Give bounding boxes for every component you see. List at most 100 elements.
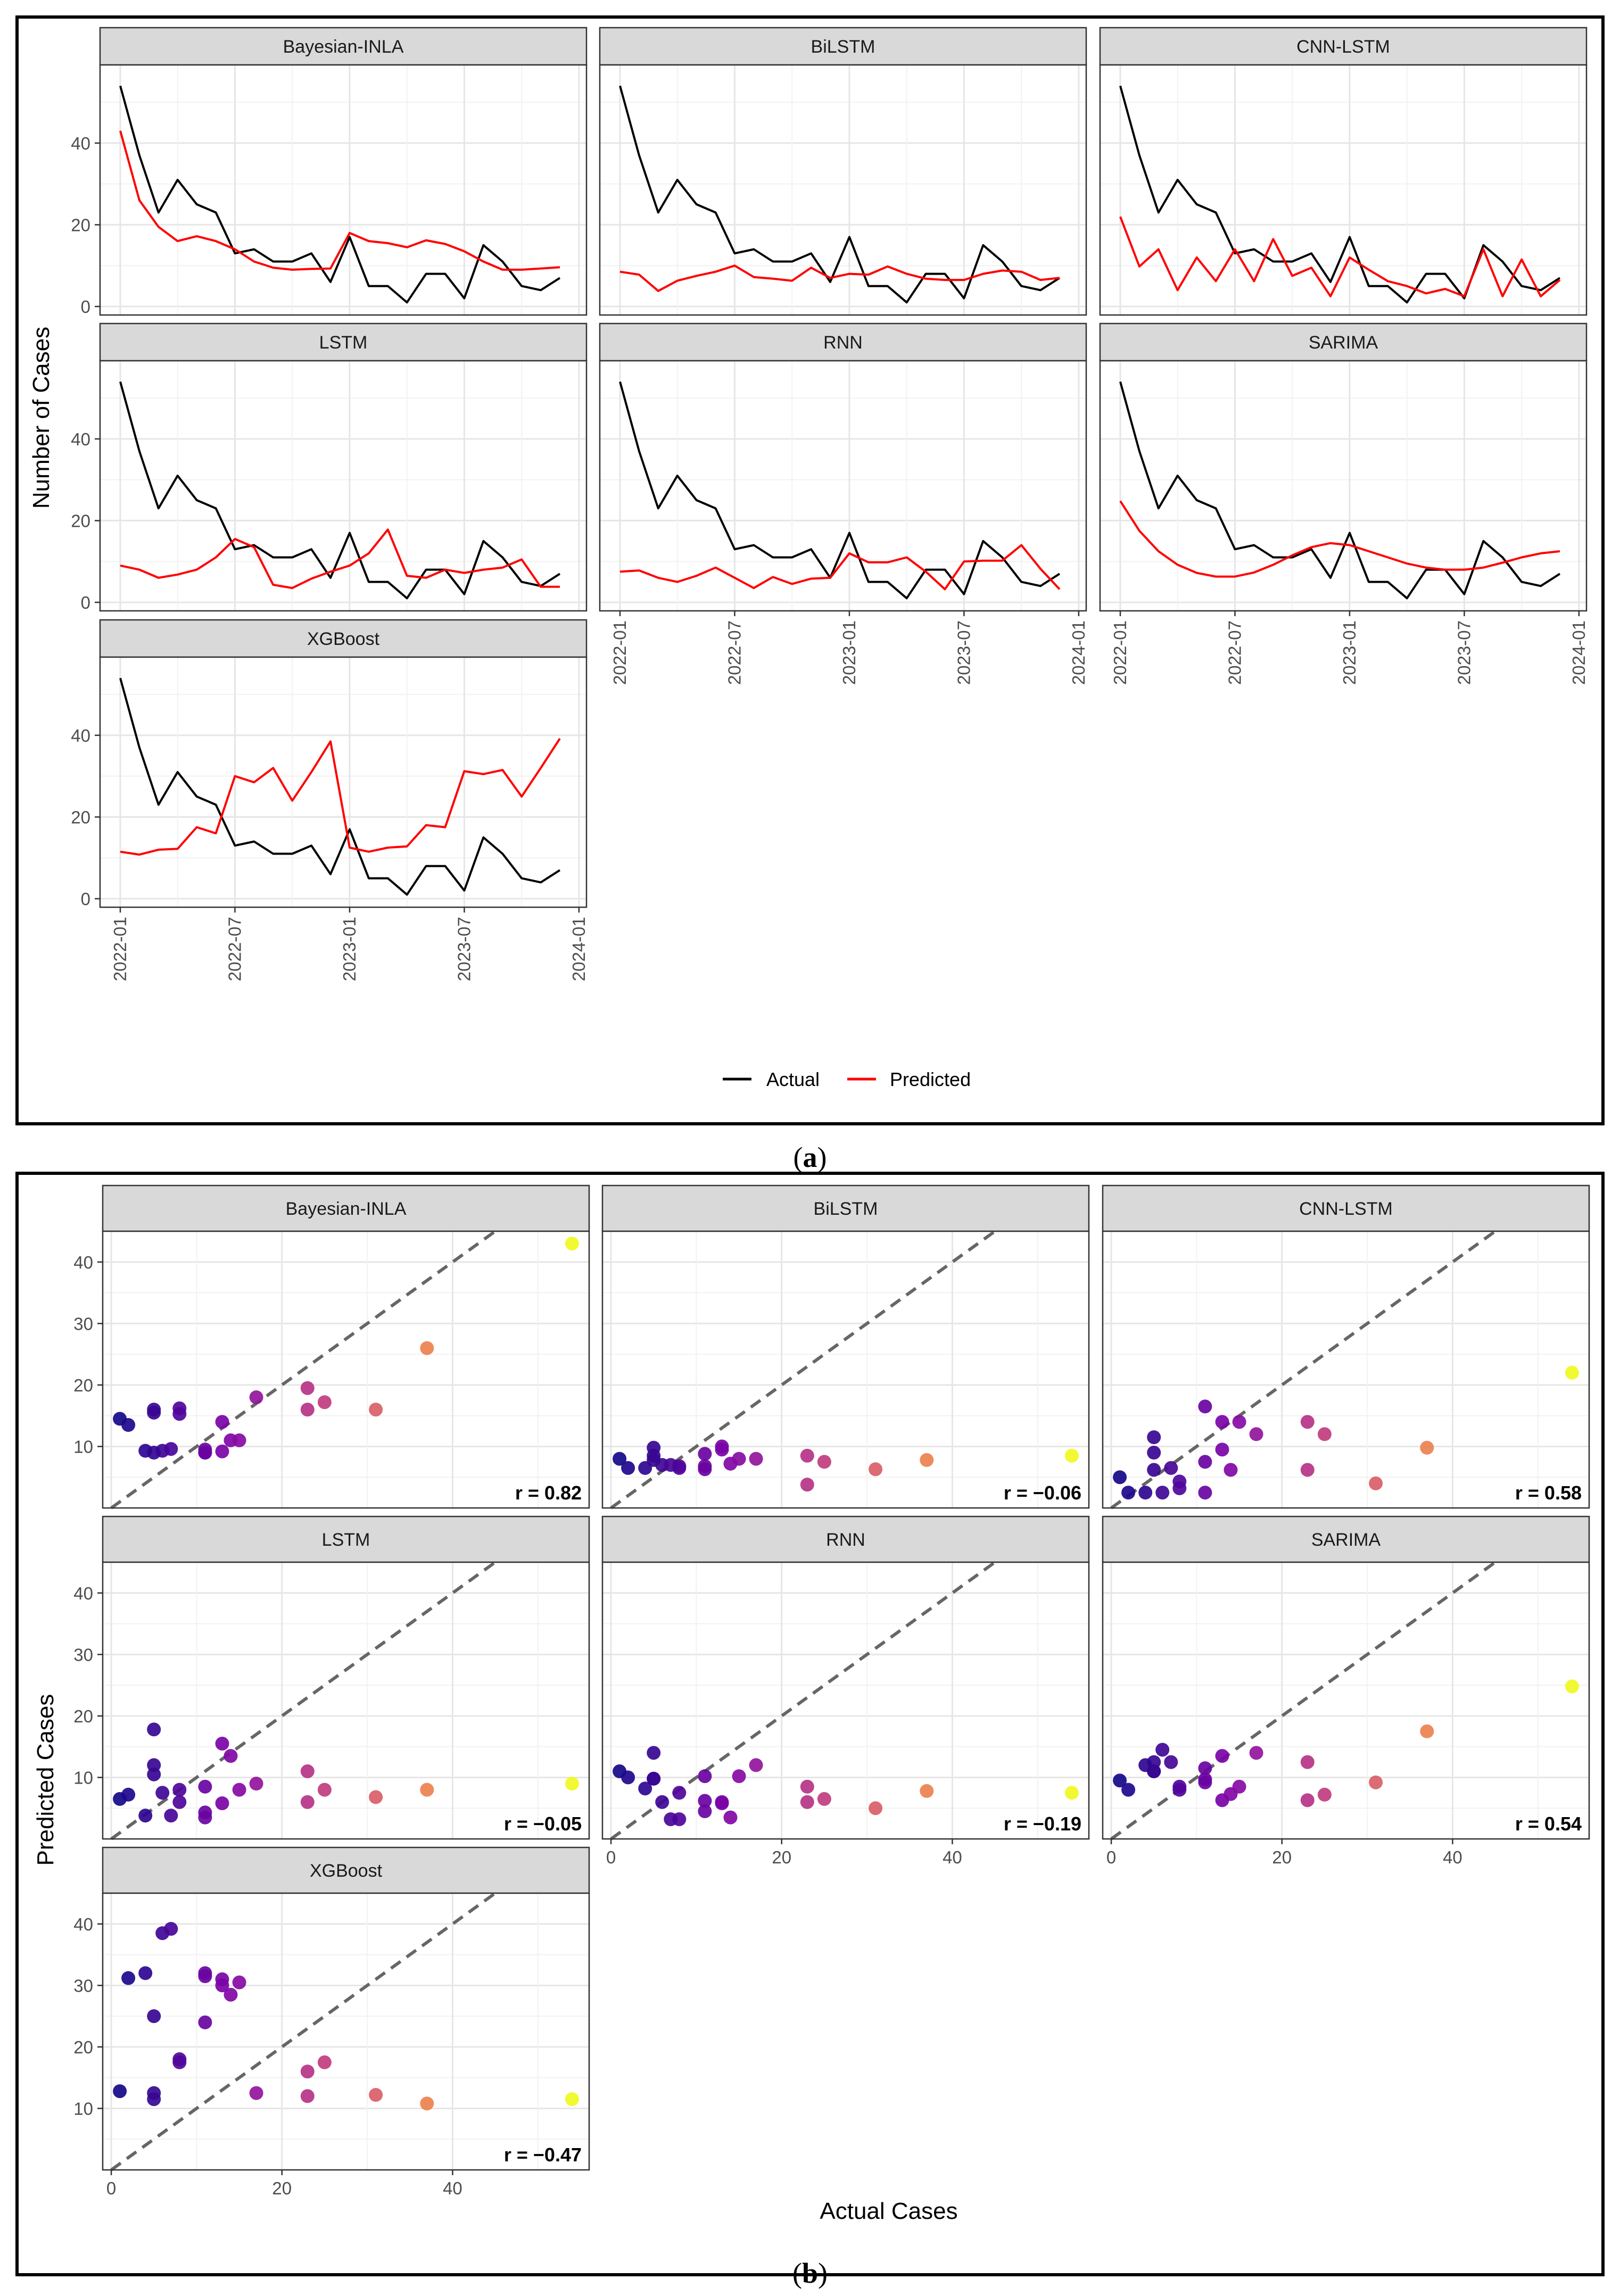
ytick-label-a: 20 (71, 807, 90, 827)
grid-a-bayesian-inla (100, 65, 586, 315)
plot-area-b-lstm: r = −0.05 10 20 30 40 (73, 1561, 590, 1841)
scatter-point-lstm (121, 1787, 136, 1802)
scatter-point-bilstm (732, 1452, 746, 1466)
line-predicted-bilstm (619, 264, 1060, 292)
r-label-bayesian-inla: r = 0.82 (515, 1482, 582, 1504)
r-label-xgboost: r = −0.47 (504, 2144, 582, 2166)
panel-a-xgboost: XGBoost 0 20 40 2022-01 2022-07 2023-01 2023-07… (71, 619, 589, 981)
scatter-point-bayesian-inla (147, 1405, 161, 1420)
plot-border-a-cnn-lstm (1099, 64, 1588, 316)
ytick-label-b: 10 (73, 1437, 93, 1456)
plot-area-b-bilstm: r = −0.06 (601, 1230, 1090, 1510)
plot-border-b-bayesian-inla (102, 1230, 590, 1509)
scatter-point-bayesian-inla (420, 1341, 434, 1355)
scatter-point-lstm (172, 1795, 187, 1809)
scatter-point-lstm (198, 1810, 212, 1825)
scatter-point-bilstm (749, 1452, 763, 1466)
line-predicted-rnn (619, 544, 1061, 591)
scatter-point-rnn (698, 1794, 712, 1808)
xtick-label-b: 40 (943, 1847, 962, 1867)
scatter-point-bayesian-inla (215, 1415, 229, 1429)
plot-bg-a-cnn-lstm (1100, 65, 1586, 315)
scatter-point-cnn-lstm (1249, 1427, 1263, 1441)
panel-a-sarima: SARIMA 2022-01 2022-07 2023-01 2023-07 2024-0… (1099, 322, 1589, 685)
panel-a-lstm: LSTM 0 20 40 (71, 322, 588, 612)
panel-a-cnn-lstm: CNN-LSTM (1099, 27, 1588, 316)
scatter-point-cnn-lstm (1198, 1486, 1212, 1500)
ytick-label-b: 10 (73, 2099, 93, 2118)
line-actual-cnn-lstm (1119, 85, 1561, 304)
scatter-point-bilstm (638, 1461, 652, 1475)
plot-area-a-sarima: 2022-01 2022-07 2023-01 2023-07 2024-01 (1099, 360, 1589, 685)
xtick-label-a: 2022-01 (110, 917, 130, 981)
chart-b-panels: Bayesian-INLA r = 0.82 10 20 30 40 BiLSTM r = −… (73, 1184, 1590, 2198)
strip-b-sarima (1102, 1515, 1590, 1563)
plot-area-a-bayesian-inla: 0 20 40 (71, 64, 588, 317)
panel-b-xgboost: XGBoost r = −0.47 10 20 30 40 0 20 40 (73, 1846, 590, 2198)
scatter-point-rnn (621, 1770, 635, 1785)
xtick-label-a: 2023-07 (954, 620, 973, 685)
scatter-point-cnn-lstm (1215, 1415, 1229, 1429)
ytick-label-a: 20 (71, 215, 90, 235)
scatter-point-sarima (1215, 1749, 1229, 1763)
plot-border-b-lstm (102, 1561, 590, 1840)
scatter-point-lstm (300, 1764, 315, 1778)
xtick-label-b: 0 (606, 1847, 616, 1867)
ytick-label-b: 10 (73, 1768, 93, 1787)
scatter-point-cnn-lstm (1300, 1463, 1315, 1477)
scatter-point-lstm (300, 1795, 315, 1809)
scatter-point-sarima (1249, 1746, 1263, 1760)
scatter-point-bilstm (698, 1447, 712, 1461)
strip-b-bayesian-inla (102, 1184, 590, 1232)
grid-a-lstm (100, 361, 586, 611)
line-predicted-cnn-lstm (1119, 216, 1561, 297)
scatter-point-cnn-lstm (1155, 1486, 1170, 1500)
scatter-point-bayesian-inla (198, 1446, 212, 1460)
scatter-point-bayesian-inla (317, 1395, 332, 1410)
strip-label-b-cnn-lstm: CNN-LSTM (1299, 1199, 1393, 1219)
xtick-label-a: 2022-07 (225, 917, 244, 981)
scatter-point-rnn (732, 1769, 746, 1784)
strip-label-a-bayesian-inla: Bayesian-INLA (283, 37, 404, 57)
strip-b-bilstm (601, 1184, 1090, 1232)
scatter-point-sarima (1138, 1758, 1153, 1772)
strip-b-rnn (601, 1515, 1090, 1563)
scatter-point-sarima (1300, 1755, 1315, 1769)
scatter-point-lstm (147, 1767, 161, 1781)
scatter-point-rnn (715, 1796, 729, 1810)
scatter-point-sarima (1155, 1743, 1170, 1757)
legend-predicted-label: Predicted (890, 1068, 971, 1090)
xtick-label-a: 2022-07 (1225, 620, 1244, 685)
xtick-label-a: 2022-01 (1110, 620, 1130, 685)
xtick-label-a: 2023-01 (839, 620, 859, 685)
points-xgboost (113, 1922, 579, 2111)
scatter-point-bayesian-inla (369, 1403, 383, 1417)
scatter-point-lstm (215, 1796, 229, 1810)
strip-label-a-cnn-lstm: CNN-LSTM (1296, 37, 1390, 57)
legend-actual-label: Actual (766, 1068, 820, 1090)
scatter-point-lstm (232, 1783, 246, 1797)
plot-area-a-rnn: 2022-01 2022-07 2023-01 2023-07 2024-01 (599, 360, 1088, 685)
scatter-point-cnn-lstm (1198, 1399, 1212, 1414)
strip-a-bayesian-inla (99, 27, 588, 66)
scatter-point-xgboost (215, 1972, 229, 1986)
panel-b-sarima: SARIMA r = 0.54 0 20 40 (1102, 1515, 1590, 1867)
scatter-point-rnn (672, 1786, 687, 1800)
scatter-point-cnn-lstm (1147, 1446, 1161, 1460)
scatter-point-xgboost (369, 2088, 383, 2102)
plot-border-b-xgboost (102, 1892, 590, 2171)
scatter-point-bayesian-inla (172, 1407, 187, 1421)
identity-line-xgboost (110, 1892, 497, 2171)
scatter-point-lstm (224, 1749, 238, 1763)
strip-b-cnn-lstm (1102, 1184, 1590, 1232)
xtick-label-b: 0 (106, 2178, 116, 2198)
scatter-point-xgboost (113, 2084, 127, 2099)
scatter-point-sarima (1565, 1679, 1579, 1694)
line-predicted-xgboost (120, 737, 561, 856)
points-bilstm (613, 1439, 1079, 1492)
plot-border-b-cnn-lstm (1102, 1230, 1590, 1509)
identity-line-bayesian-inla (110, 1230, 497, 1510)
scatter-point-sarima (1198, 1761, 1212, 1776)
ytick-label-b: 40 (73, 1253, 93, 1272)
panel-b-bilstm: BiLSTM r = −0.06 (601, 1184, 1090, 1510)
